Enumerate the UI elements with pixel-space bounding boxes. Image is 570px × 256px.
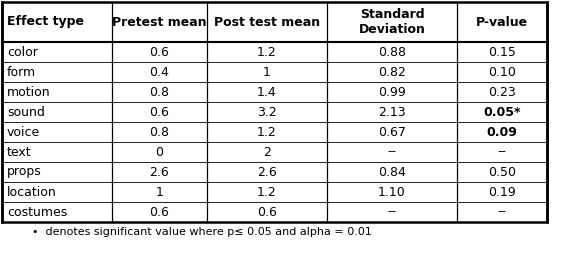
Text: text: text [7,145,31,158]
Text: 2.6: 2.6 [149,165,169,178]
Bar [2,2,547,222]
Text: 1.2: 1.2 [257,46,277,59]
Text: 0.09: 0.09 [487,125,518,138]
Text: form: form [7,66,36,79]
Text: 0.50: 0.50 [488,165,516,178]
Text: 0.6: 0.6 [257,206,277,219]
Text: 1.10: 1.10 [378,186,406,198]
Text: --: -- [388,145,397,158]
Text: 0.10: 0.10 [488,66,516,79]
Text: 0.15: 0.15 [488,46,516,59]
Text: 0.99: 0.99 [378,86,406,99]
Text: Standard
Deviation: Standard Deviation [359,8,425,36]
Text: 0.19: 0.19 [488,186,516,198]
Text: 2.6: 2.6 [257,165,277,178]
Text: color: color [7,46,38,59]
Text: 0.6: 0.6 [149,105,169,119]
Text: P-value: P-value [476,16,528,28]
Text: 0.8: 0.8 [149,86,169,99]
Text: •  denotes significant value where p≤ 0.05 and alpha = 0.01: • denotes significant value where p≤ 0.0… [32,227,372,237]
Text: --: -- [388,206,397,219]
Text: costumes: costumes [7,206,67,219]
Text: 2.13: 2.13 [378,105,406,119]
Text: 0.84: 0.84 [378,165,406,178]
Text: 0.88: 0.88 [378,46,406,59]
Text: 1.2: 1.2 [257,125,277,138]
Text: 0.82: 0.82 [378,66,406,79]
Text: 0: 0 [156,145,164,158]
Text: 0.6: 0.6 [149,206,169,219]
Text: 0.23: 0.23 [488,86,516,99]
Text: 1.2: 1.2 [257,186,277,198]
Text: Pretest mean: Pretest mean [112,16,207,28]
Text: Effect type: Effect type [7,16,84,28]
Text: 1.4: 1.4 [257,86,277,99]
Text: props: props [7,165,42,178]
Text: 0.6: 0.6 [149,46,169,59]
Text: 0.8: 0.8 [149,125,169,138]
Text: 0.4: 0.4 [149,66,169,79]
Text: sound: sound [7,105,45,119]
Text: voice: voice [7,125,40,138]
Text: 0.67: 0.67 [378,125,406,138]
Text: motion: motion [7,86,51,99]
Text: 0.05*: 0.05* [483,105,521,119]
Text: 1: 1 [263,66,271,79]
Text: location: location [7,186,57,198]
Text: 2: 2 [263,145,271,158]
Text: 1: 1 [156,186,164,198]
Text: --: -- [498,145,507,158]
Text: --: -- [498,206,507,219]
Text: 3.2: 3.2 [257,105,277,119]
Text: Post test mean: Post test mean [214,16,320,28]
